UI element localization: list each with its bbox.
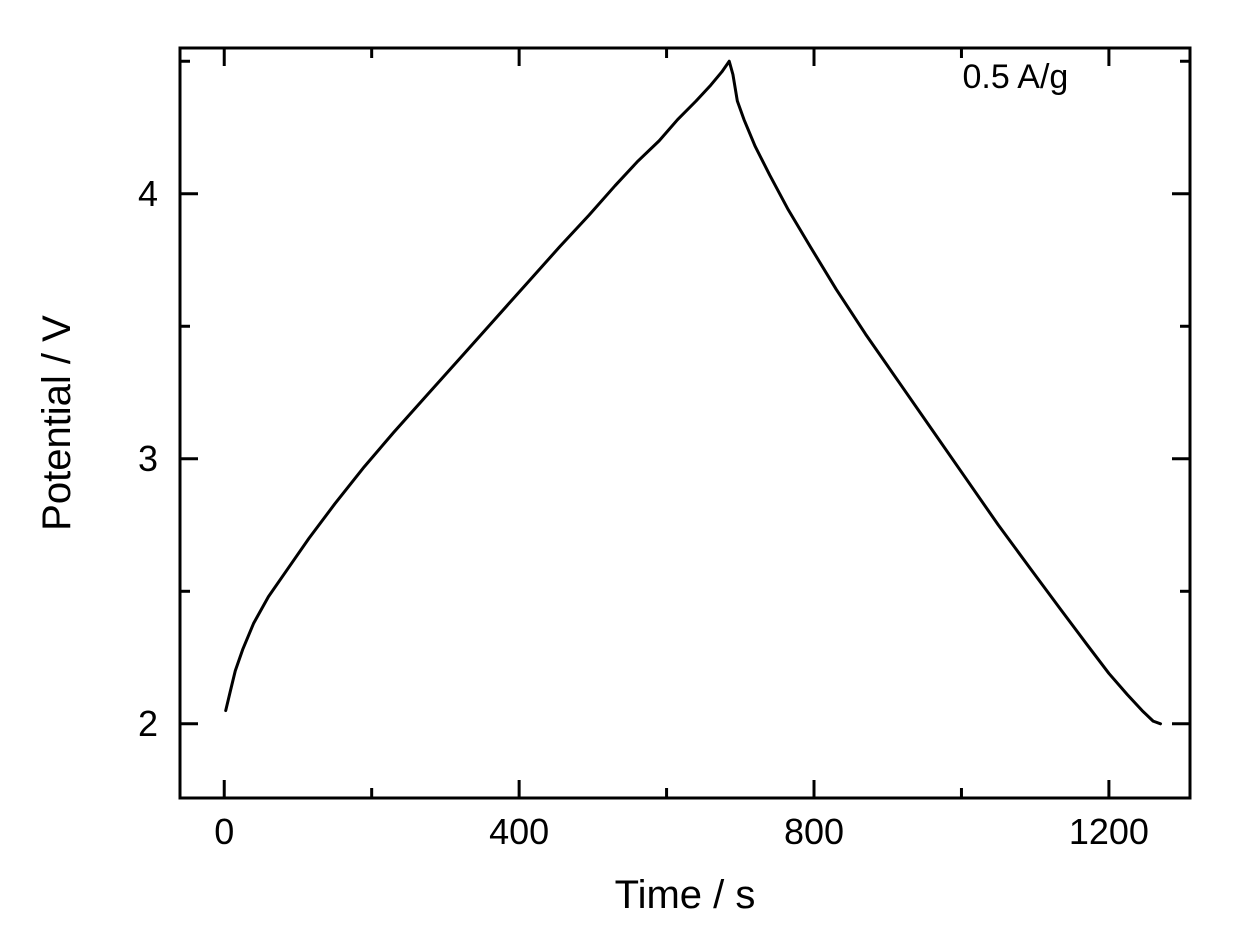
chart-svg: 0 400 800 1200 2 3 4 Time / s Potential / V 0.5 A… <box>0 0 1240 948</box>
y-tick-label: 4 <box>138 173 158 214</box>
y-tick-label: 2 <box>138 703 158 744</box>
chart-container: 0 400 800 1200 2 3 4 Time / s Potential / V 0.5 A… <box>0 0 1240 948</box>
annotation-label: 0.5 A/g <box>962 58 1068 96</box>
x-tick-label: 0 <box>214 811 234 852</box>
y-axis-label: Potential / V <box>35 315 79 531</box>
x-tick-label: 1200 <box>1069 811 1149 852</box>
x-axis-label: Time / s <box>615 873 756 917</box>
y-tick-label: 3 <box>138 438 158 479</box>
x-tick-label: 400 <box>489 811 549 852</box>
x-tick-label: 800 <box>784 811 844 852</box>
